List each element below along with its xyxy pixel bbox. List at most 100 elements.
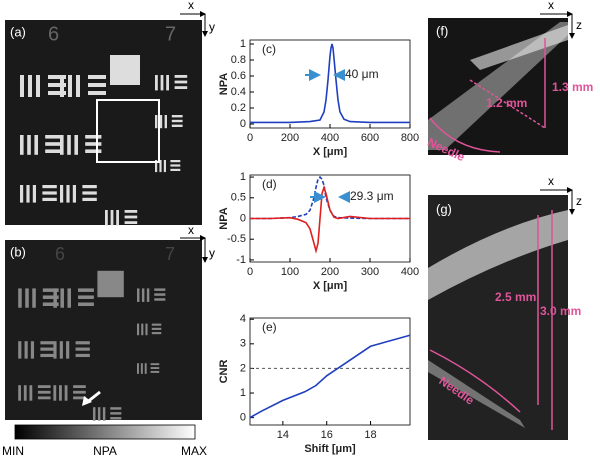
target-bar (159, 115, 163, 129)
image-text: 7 (165, 244, 175, 264)
target-bar (155, 160, 158, 173)
target-bar (78, 288, 94, 292)
image-text: 6 (48, 23, 59, 45)
target-bar (40, 353, 55, 358)
target-bar (18, 288, 22, 308)
target-bar (36, 75, 40, 97)
target-bar (18, 341, 22, 359)
target-bar (124, 215, 138, 219)
colorbar-label: MIN (2, 444, 24, 458)
target-bar (140, 363, 143, 374)
tissue-band (428, 210, 568, 300)
target-bar (25, 288, 29, 308)
panel-label: (a) (10, 24, 26, 39)
target-bar (45, 149, 62, 153)
target-bar (29, 385, 33, 401)
tissue-band (470, 25, 568, 70)
target-bar (154, 288, 166, 291)
y-axis-label: NPA (218, 73, 230, 95)
target-bar (24, 341, 28, 359)
target-bar (45, 135, 62, 139)
target-bar (164, 115, 167, 129)
target-bar (145, 323, 148, 336)
target-bar (60, 185, 64, 203)
target-bar (110, 210, 114, 226)
target-bar (137, 323, 140, 336)
target-bar (60, 288, 64, 308)
target-bar (88, 91, 106, 95)
x-tick-label: 0 (247, 266, 253, 278)
x-tick-label: 200 (281, 132, 299, 144)
y-tick-label: 1 (240, 38, 246, 50)
target-bar (151, 332, 162, 335)
axis-indicator: z (576, 194, 582, 208)
plot-frame (249, 317, 411, 426)
target-bar (144, 363, 147, 374)
target-bar (23, 385, 27, 401)
image-b (5, 240, 202, 420)
target-pattern (18, 270, 166, 421)
target-bar (166, 75, 169, 91)
needle-outline (429, 349, 521, 413)
target-bar (78, 295, 94, 299)
y-axis-label: CNR (218, 360, 230, 384)
x-axis-label: X [μm] (313, 146, 348, 158)
target-bar (42, 185, 57, 189)
target-bar (42, 288, 59, 292)
image-text: 6 (55, 244, 65, 264)
annotation: 29.3 μm (350, 189, 394, 203)
target-bar (42, 295, 59, 299)
target-bar (141, 323, 144, 336)
panel-label: (f) (436, 23, 448, 38)
target-bar (20, 135, 24, 155)
target-bar (32, 288, 36, 308)
panel-label: (d) (262, 177, 277, 191)
target-bar (40, 341, 55, 345)
target-bar (137, 288, 140, 302)
target-bar (174, 80, 188, 84)
annotation: 40 μm (345, 67, 379, 81)
target-bar (110, 407, 122, 410)
target-bar (116, 210, 119, 226)
annotation: 1.3 mm (552, 80, 593, 94)
target-bar (141, 288, 145, 302)
target-bar (174, 75, 188, 78)
target-bar (64, 385, 68, 401)
target-bar (174, 86, 188, 89)
target-bar (124, 221, 138, 224)
target-bar (170, 160, 181, 163)
image-a (5, 20, 202, 225)
x-tick-label: 600 (361, 132, 379, 144)
target-bar (137, 363, 139, 374)
y-tick-label: 0 (240, 212, 246, 224)
target-bar (67, 135, 71, 155)
target-bar (170, 164, 181, 167)
target-bar (66, 341, 70, 359)
x-tick-label: 100 (281, 266, 299, 278)
target-bar (75, 347, 90, 351)
x-tick-label: 300 (361, 266, 379, 278)
target-bar (102, 407, 106, 421)
target-bar (154, 293, 166, 296)
y-tick-label: -1 (236, 254, 246, 266)
data-line (250, 175, 410, 220)
target-bar (73, 385, 86, 389)
zoom-box (96, 99, 160, 163)
y-tick-label: 4 (240, 313, 246, 325)
target-bar (82, 185, 97, 189)
target-bar (154, 298, 166, 301)
data-line (249, 334, 411, 419)
x-axis-label: X [μm] (313, 280, 348, 292)
target-bar (85, 135, 102, 139)
target-square (97, 270, 124, 298)
target-bar (159, 160, 162, 173)
target-bar (53, 341, 57, 359)
y-tick-label: 0.4 (231, 86, 246, 98)
y-tick-label: 0.6 (231, 70, 246, 82)
target-bar (30, 341, 35, 359)
target-bar (93, 407, 96, 421)
target-bar (60, 75, 64, 97)
target-bar (110, 412, 122, 415)
x-tick-label: 400 (321, 132, 339, 144)
